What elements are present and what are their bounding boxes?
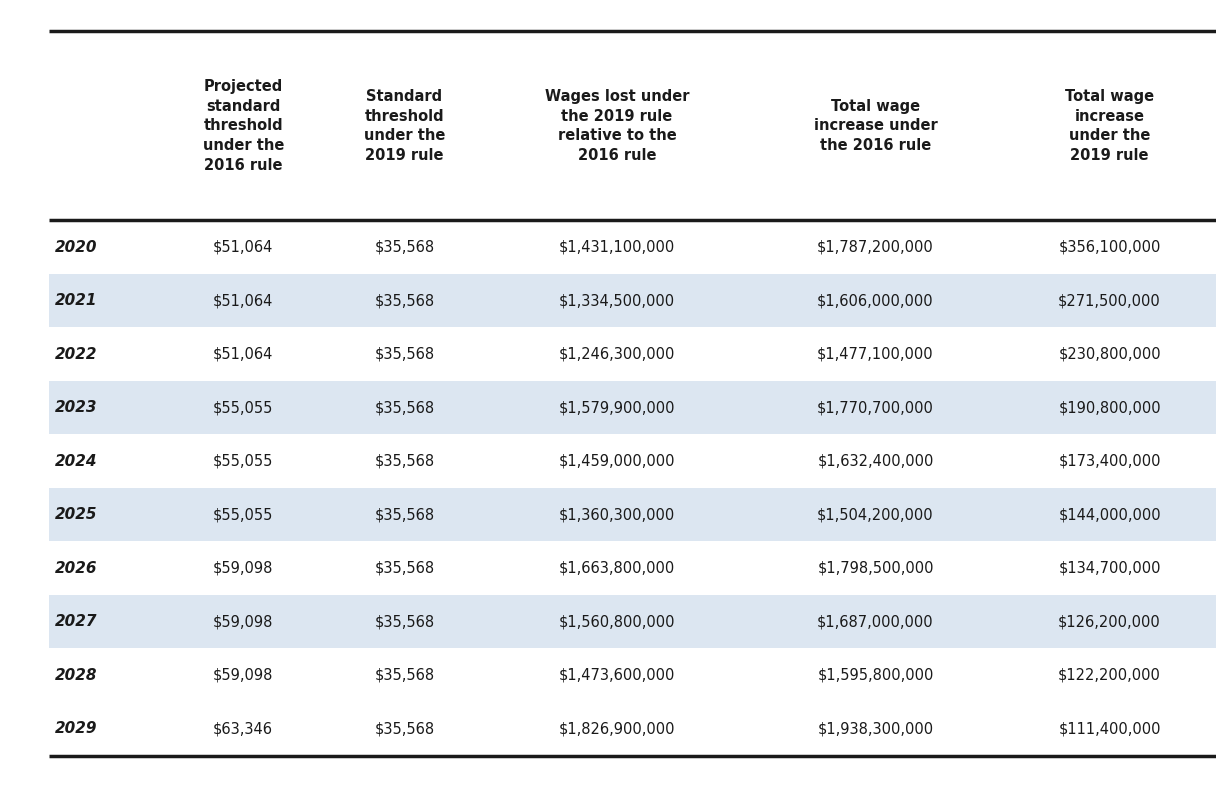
Text: $59,098: $59,098: [213, 614, 274, 630]
Text: $1,473,600,000: $1,473,600,000: [559, 667, 675, 683]
Text: $51,064: $51,064: [213, 293, 274, 309]
Text: $1,826,900,000: $1,826,900,000: [559, 721, 675, 737]
Text: Standard
threshold
under the
2019 rule: Standard threshold under the 2019 rule: [364, 89, 445, 163]
Text: $1,459,000,000: $1,459,000,000: [559, 453, 675, 469]
Text: $1,477,100,000: $1,477,100,000: [817, 346, 934, 362]
Text: $173,400,000: $173,400,000: [1058, 453, 1161, 469]
Text: 2021: 2021: [55, 293, 97, 309]
Bar: [49, 327, 1216, 381]
Text: $35,568: $35,568: [375, 507, 434, 523]
Bar: [49, 541, 1216, 595]
Text: $1,431,100,000: $1,431,100,000: [559, 239, 675, 255]
Text: 2025: 2025: [55, 507, 97, 523]
Text: $1,787,200,000: $1,787,200,000: [817, 239, 934, 255]
Text: $35,568: $35,568: [375, 400, 434, 416]
Bar: [49, 595, 1216, 648]
Text: $1,938,300,000: $1,938,300,000: [817, 721, 934, 737]
Text: 2026: 2026: [55, 560, 97, 576]
Text: $35,568: $35,568: [375, 667, 434, 683]
Text: $1,579,900,000: $1,579,900,000: [559, 400, 675, 416]
Text: $134,700,000: $134,700,000: [1058, 560, 1161, 576]
Text: $1,560,800,000: $1,560,800,000: [559, 614, 675, 630]
Text: $55,055: $55,055: [213, 453, 274, 469]
Bar: [49, 702, 1216, 756]
Text: 2020: 2020: [55, 239, 97, 255]
Text: 2024: 2024: [55, 453, 97, 469]
Text: $271,500,000: $271,500,000: [1058, 293, 1161, 309]
Text: $126,200,000: $126,200,000: [1058, 614, 1161, 630]
Text: $59,098: $59,098: [213, 560, 274, 576]
Text: $111,400,000: $111,400,000: [1058, 721, 1161, 737]
Text: $356,100,000: $356,100,000: [1058, 239, 1161, 255]
Text: $1,606,000,000: $1,606,000,000: [817, 293, 934, 309]
Text: 2022: 2022: [55, 346, 97, 362]
Bar: [49, 274, 1216, 327]
Text: $1,360,300,000: $1,360,300,000: [559, 507, 675, 523]
Text: $1,770,700,000: $1,770,700,000: [817, 400, 934, 416]
Text: $122,200,000: $122,200,000: [1058, 667, 1161, 683]
Text: $1,246,300,000: $1,246,300,000: [559, 346, 675, 362]
Text: 2028: 2028: [55, 667, 97, 683]
Text: 2023: 2023: [55, 400, 97, 416]
Text: $35,568: $35,568: [375, 560, 434, 576]
Bar: [49, 648, 1216, 702]
Text: $63,346: $63,346: [213, 721, 274, 737]
Text: $1,595,800,000: $1,595,800,000: [817, 667, 934, 683]
Text: $55,055: $55,055: [213, 507, 274, 523]
Text: $35,568: $35,568: [375, 293, 434, 309]
Text: $1,632,400,000: $1,632,400,000: [817, 453, 934, 469]
Text: $1,504,200,000: $1,504,200,000: [817, 507, 934, 523]
Text: $1,663,800,000: $1,663,800,000: [559, 560, 675, 576]
Text: $1,687,000,000: $1,687,000,000: [817, 614, 934, 630]
Text: $35,568: $35,568: [375, 614, 434, 630]
Text: $35,568: $35,568: [375, 453, 434, 469]
Text: $35,568: $35,568: [375, 346, 434, 362]
Text: Projected
standard
threshold
under the
2016 rule: Projected standard threshold under the 2…: [203, 79, 283, 173]
Text: 2029: 2029: [55, 721, 97, 737]
Bar: [49, 381, 1216, 434]
Text: $35,568: $35,568: [375, 239, 434, 255]
Text: $144,000,000: $144,000,000: [1058, 507, 1161, 523]
Text: 2027: 2027: [55, 614, 97, 630]
Bar: [49, 488, 1216, 541]
Text: $190,800,000: $190,800,000: [1058, 400, 1161, 416]
Text: $55,055: $55,055: [213, 400, 274, 416]
Text: $51,064: $51,064: [213, 239, 274, 255]
Text: $230,800,000: $230,800,000: [1058, 346, 1161, 362]
Text: $35,568: $35,568: [375, 721, 434, 737]
Text: Total wage
increase under
the 2016 rule: Total wage increase under the 2016 rule: [814, 98, 938, 153]
Text: $51,064: $51,064: [213, 346, 274, 362]
Text: $59,098: $59,098: [213, 667, 274, 683]
Bar: [49, 220, 1216, 274]
Text: $1,334,500,000: $1,334,500,000: [559, 293, 675, 309]
Text: Wages lost under
the 2019 rule
relative to the
2016 rule: Wages lost under the 2019 rule relative …: [545, 89, 689, 163]
Bar: [49, 434, 1216, 488]
Text: Total wage
increase
under the
2019 rule: Total wage increase under the 2019 rule: [1065, 89, 1154, 163]
Text: $1,798,500,000: $1,798,500,000: [817, 560, 934, 576]
